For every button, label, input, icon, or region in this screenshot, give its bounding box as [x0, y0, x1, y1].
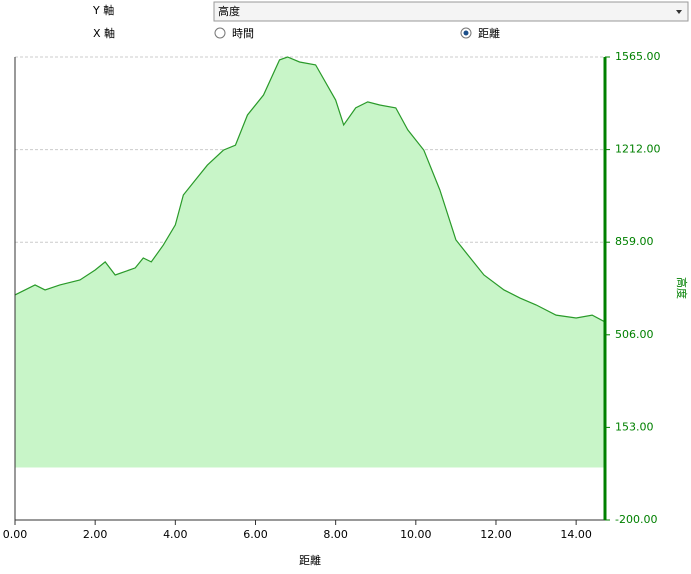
y-tick-label: 153.00: [615, 420, 654, 433]
x-tick-label: 12.00: [480, 528, 512, 541]
x-tick-label: 2.00: [83, 528, 108, 541]
x-tick-label: 8.00: [323, 528, 348, 541]
select-value[interactable]: 高度: [218, 4, 240, 18]
y-axis-label: Y 軸: [92, 3, 114, 17]
radio-button[interactable]: [214, 27, 226, 39]
x-tick-label: 0.00: [3, 528, 28, 541]
y-tick-label: 1565.00: [615, 50, 661, 63]
x-axis-label: X 軸: [93, 26, 115, 40]
y-tick-label: 506.00: [615, 328, 654, 341]
x-axis-title: 距離: [299, 553, 321, 567]
select-box[interactable]: [213, 1, 689, 22]
area-fill: [15, 57, 605, 468]
area-line: [14, 56, 606, 323]
y-tick-label: 859.00: [615, 235, 654, 248]
x-tick-label: 10.00: [400, 528, 432, 541]
y-tick-label: -200.00: [615, 513, 657, 526]
x-tick-label: 6.00: [243, 528, 268, 541]
x-tick-label: 4.00: [163, 528, 188, 541]
radio-label[interactable]: 時間: [232, 27, 254, 40]
x-tick-label: 14.00: [560, 528, 592, 541]
dropdown-arrow[interactable]: [676, 10, 682, 14]
radio-dot[interactable]: [463, 30, 469, 36]
radio-label[interactable]: 距離: [478, 26, 500, 40]
y-axis-title: 高度: [675, 277, 689, 299]
y-tick-label: 1212.00: [615, 143, 661, 156]
